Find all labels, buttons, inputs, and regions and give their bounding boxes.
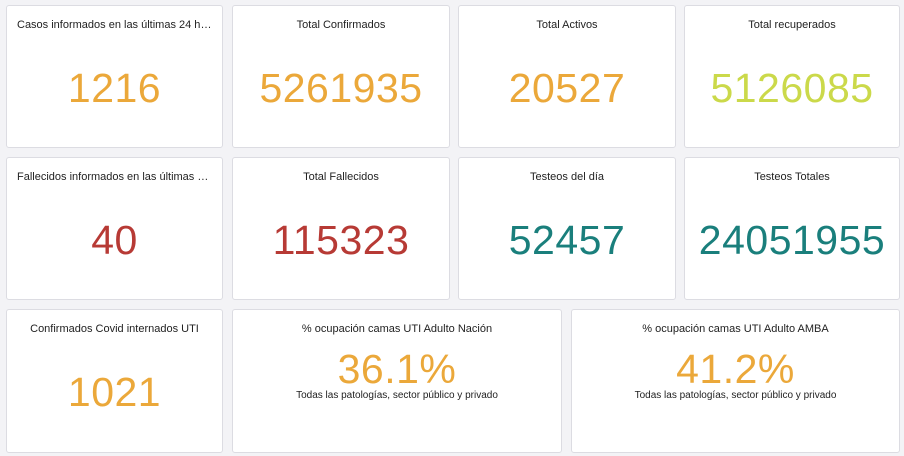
card-title: Testeos Totales xyxy=(754,171,830,183)
card-value: 5261935 xyxy=(259,65,423,111)
card-total-fallecidos: Total Fallecidos 115323 xyxy=(232,157,450,300)
card-value: 41.2% xyxy=(676,346,795,392)
card-title: Total Confirmados xyxy=(296,19,386,31)
card-title: Casos informados en las últimas 24 horas xyxy=(17,19,212,31)
card-total-confirmados: Total Confirmados 5261935 xyxy=(232,5,450,148)
card-ocupacion-uti-amba: % ocupación camas UTI Adulto AMBA 41.2% … xyxy=(571,309,900,453)
card-casos-24h: Casos informados en las últimas 24 horas… xyxy=(6,5,223,148)
card-value: 52457 xyxy=(508,217,626,263)
card-title: Total recuperados xyxy=(748,19,836,31)
card-value: 20527 xyxy=(508,65,626,111)
card-value: 5126085 xyxy=(710,65,874,111)
card-value: 1216 xyxy=(67,65,162,111)
card-total-activos: Total Activos 20527 xyxy=(458,5,676,148)
card-ocupacion-uti-nacion: % ocupación camas UTI Adulto Nación 36.1… xyxy=(232,309,562,453)
card-value: 36.1% xyxy=(337,346,457,392)
card-value: 40 xyxy=(91,217,138,263)
card-title: % ocupación camas UTI Adulto AMBA xyxy=(642,323,829,335)
card-fallecidos-24h: Fallecidos informados en las últimas 24 … xyxy=(6,157,223,300)
card-subtitle: Todas las patologías, sector público y p… xyxy=(296,390,498,401)
card-title: Fallecidos informados en las últimas 24 … xyxy=(17,171,212,183)
card-testeos-dia: Testeos del día 52457 xyxy=(458,157,676,300)
card-title: Confirmados Covid internados UTI xyxy=(30,323,199,335)
card-internados-uti: Confirmados Covid internados UTI 1021 xyxy=(6,309,223,453)
card-testeos-totales: Testeos Totales 24051955 xyxy=(684,157,900,300)
card-value: 24051955 xyxy=(698,217,886,263)
card-title: Total Activos xyxy=(536,19,598,31)
card-value: 115323 xyxy=(272,217,410,263)
card-subtitle: Todas las patologías, sector público y p… xyxy=(634,390,837,401)
card-title: % ocupación camas UTI Adulto Nación xyxy=(301,323,493,335)
card-title: Testeos del día xyxy=(530,171,604,183)
card-title: Total Fallecidos xyxy=(303,171,379,183)
card-total-recuperados: Total recuperados 5126085 xyxy=(684,5,900,148)
card-value: 1021 xyxy=(67,369,162,415)
